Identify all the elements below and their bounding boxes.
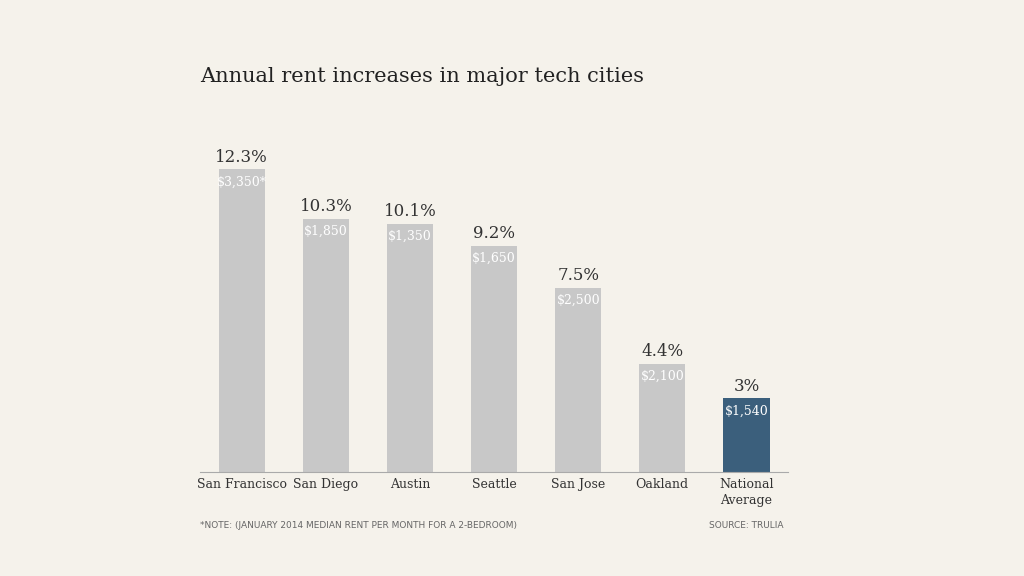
Text: $2,100: $2,100 — [640, 370, 684, 383]
Text: 10.3%: 10.3% — [299, 198, 352, 215]
Bar — [303, 219, 349, 472]
Text: 12.3%: 12.3% — [215, 149, 268, 166]
Text: SOURCE: TRULIA: SOURCE: TRULIA — [709, 521, 783, 530]
Text: 9.2%: 9.2% — [473, 225, 515, 242]
Text: $1,650: $1,650 — [472, 252, 516, 265]
Bar — [218, 169, 265, 472]
Text: 4.4%: 4.4% — [641, 343, 683, 360]
Bar — [471, 246, 517, 472]
Text: $1,540: $1,540 — [725, 404, 768, 418]
Text: Annual rent increases in major tech cities: Annual rent increases in major tech citi… — [200, 67, 644, 86]
Text: $2,500: $2,500 — [556, 294, 600, 307]
Bar — [723, 399, 770, 472]
Text: $3,350*: $3,350* — [217, 176, 266, 188]
Text: 3%: 3% — [733, 378, 760, 395]
Bar — [555, 287, 601, 472]
Text: 7.5%: 7.5% — [557, 267, 599, 284]
Bar — [639, 364, 685, 472]
Text: 10.1%: 10.1% — [384, 203, 436, 220]
Text: *NOTE: (JANUARY 2014 MEDIAN RENT PER MONTH FOR A 2-BEDROOM): *NOTE: (JANUARY 2014 MEDIAN RENT PER MON… — [200, 521, 517, 530]
Text: $1,850: $1,850 — [304, 225, 348, 238]
Bar — [387, 223, 433, 472]
Text: $1,350: $1,350 — [388, 230, 432, 242]
